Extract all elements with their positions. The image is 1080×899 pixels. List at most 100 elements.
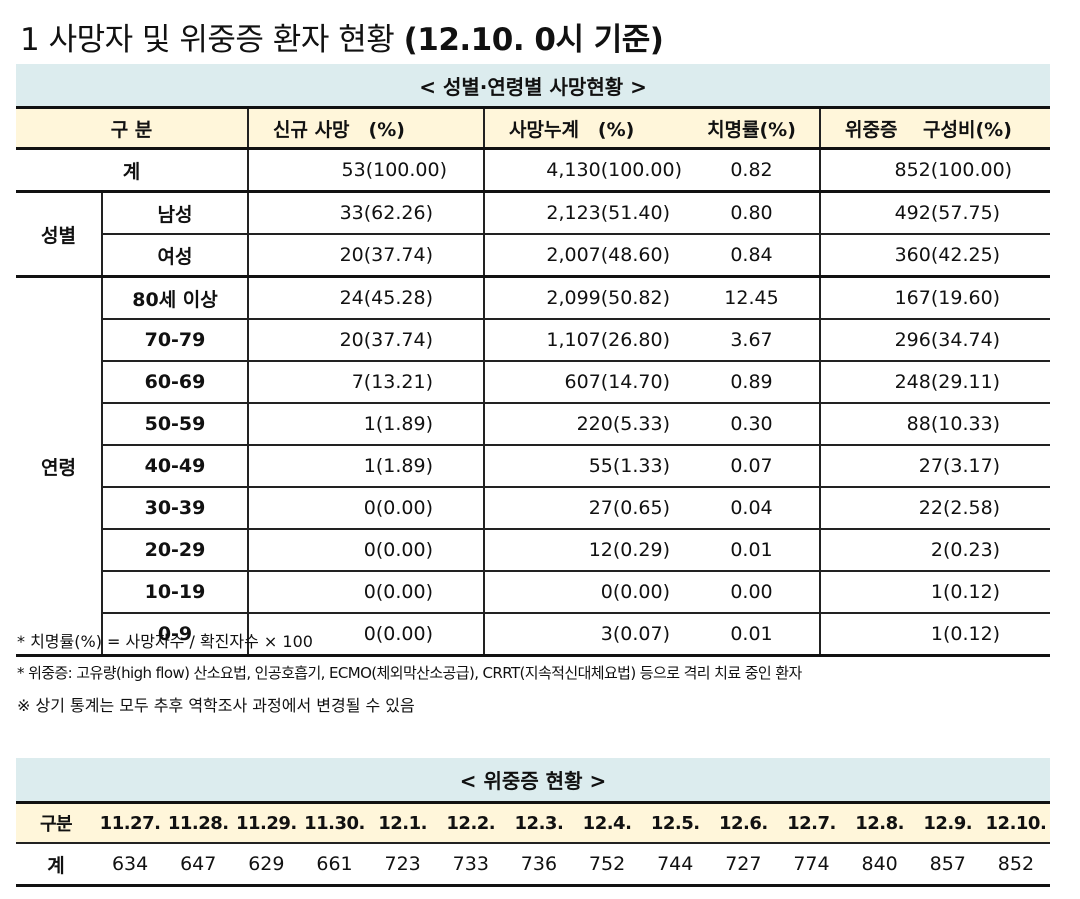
date-header: 12.6.	[709, 802, 778, 844]
row-severe: 27(3.17)	[820, 445, 1051, 488]
date-header: 11.29.	[232, 802, 301, 844]
row-cum: 220(5.33)	[484, 403, 684, 446]
header-severe: 위중증 구성비(%)	[820, 107, 1051, 150]
date-header: 12.5.	[641, 802, 710, 844]
severe-count: 647	[164, 843, 233, 887]
row-label: 10-19	[102, 571, 249, 614]
row-rate: 0.01	[684, 529, 821, 572]
row-severe: 492(57.75)	[820, 191, 1051, 235]
row-new: 0(0.00)	[248, 487, 485, 530]
row-cum: 3(0.07)	[484, 613, 684, 657]
row-new: 20(37.74)	[248, 234, 485, 278]
age-row: 20-29 0(0.00) 12(0.29) 0.01 2(0.23)	[16, 529, 1051, 572]
total-new: 53(100.00)	[248, 148, 485, 193]
severe-count: 629	[232, 843, 301, 887]
footnote-fatality: * 치명률(%) = 사망자수 / 확진자수 × 100	[17, 632, 313, 651]
age-row: 40-49 1(1.89) 55(1.33) 0.07 27(3.17)	[16, 445, 1051, 488]
row-cum: 2,099(50.82)	[484, 276, 684, 320]
row-label: 20-29	[102, 529, 249, 572]
total-label: 계	[16, 148, 249, 193]
row-label: 70-79	[102, 319, 249, 362]
row-label: 40-49	[102, 445, 249, 488]
row-label: 남성	[102, 191, 249, 235]
severe-count: 744	[641, 843, 710, 887]
header-category: 구분	[16, 802, 96, 844]
severe-count: 733	[436, 843, 505, 887]
date-header: 12.9.	[913, 802, 982, 844]
row-rate: 3.67	[684, 319, 821, 362]
row-label: 60-69	[102, 361, 249, 404]
severe-count: 723	[368, 843, 437, 887]
row-new: 33(62.26)	[248, 191, 485, 235]
row-severe: 296(34.74)	[820, 319, 1051, 362]
severe-table-caption: < 위중증 현황 >	[16, 758, 1050, 804]
row-rate: 0.84	[684, 234, 821, 278]
severe-count: 752	[572, 843, 642, 887]
row-new: 0(0.00)	[248, 613, 485, 657]
header-cumulative: 사망누계 (%)	[484, 107, 684, 150]
date-header: 12.1.	[368, 802, 437, 844]
severe-count: 736	[504, 843, 573, 887]
row-severe: 167(19.60)	[820, 276, 1051, 320]
age-row: 10-19 0(0.00) 0(0.00) 0.00 1(0.12)	[16, 571, 1051, 614]
severe-count: 634	[96, 843, 165, 887]
row-rate: 0.00	[684, 571, 821, 614]
row-label: 50-59	[102, 403, 249, 446]
severe-count: 774	[777, 843, 846, 887]
row-cum: 2,007(48.60)	[484, 234, 684, 278]
row-rate: 0.01	[684, 613, 821, 657]
row-severe: 1(0.12)	[820, 613, 1051, 657]
row-cum: 0(0.00)	[484, 571, 684, 614]
age-row: 30-39 0(0.00) 27(0.65) 0.04 22(2.58)	[16, 487, 1051, 530]
total-label: 계	[16, 843, 96, 887]
page-title: 1 사망자 및 위중증 환자 현황 (12.10. 0시 기준)	[20, 14, 664, 59]
severe-count: 661	[300, 843, 369, 887]
total-row: 계 53(100.00) 4,130(100.00) 0.82 852(100.…	[16, 148, 1051, 193]
age-row: 70-79 20(37.74) 1,107(26.80) 3.67 296(34…	[16, 319, 1051, 362]
row-cum: 2,123(51.40)	[484, 191, 684, 235]
row-cum: 55(1.33)	[484, 445, 684, 488]
total-cum: 4,130(100.00)	[484, 148, 684, 193]
footnotes: * 치명률(%) = 사망자수 / 확진자수 × 100 * 위중증: 고유량(…	[17, 634, 802, 730]
age-row: 0-9 0(0.00) 3(0.07) 0.01 1(0.12)	[16, 613, 1051, 657]
severe-count: 840	[845, 843, 914, 887]
row-severe: 248(29.11)	[820, 361, 1051, 404]
sex-row-female: 여성 20(37.74) 2,007(48.60) 0.84 360(42.25…	[16, 234, 1051, 278]
severe-status-table: < 위중증 현황 > 구분 11.27. 11.28. 11.29. 11.30. 12…	[16, 758, 1050, 887]
row-rate: 0.07	[684, 445, 821, 488]
row-severe: 1(0.12)	[820, 571, 1051, 614]
section-number: 1	[20, 22, 40, 58]
death-table-caption-row: < 성별·연령별 사망현황 >	[16, 64, 1051, 109]
total-severe: 852(100.00)	[820, 148, 1051, 193]
footnote-severe-definition: * 위중증: 고유량(high flow) 산소요법, 인공호흡기, ECMO(…	[17, 664, 802, 682]
row-new: 0(0.00)	[248, 529, 485, 572]
title-basis: (12.10. 0시 기준)	[403, 22, 664, 58]
row-new: 0(0.00)	[248, 571, 485, 614]
row-severe: 88(10.33)	[820, 403, 1051, 446]
date-header: 12.8.	[845, 802, 914, 844]
date-header: 12.2.	[436, 802, 505, 844]
age-row: 연령 80세 이상 24(45.28) 2,099(50.82) 12.45 1…	[16, 276, 1051, 657]
severe-table-header-row: 구분 11.27. 11.28. 11.29. 11.30. 12.1. 12.2. 12.…	[16, 802, 1050, 844]
date-header: 11.30.	[300, 802, 369, 844]
severe-count: 857	[913, 843, 982, 887]
date-header: 11.27.	[96, 802, 165, 844]
severe-count: 727	[709, 843, 778, 887]
age-row: 50-59 1(1.89) 220(5.33) 0.30 88(10.33)	[16, 403, 1051, 446]
sex-group-label: 성별	[16, 191, 103, 278]
row-severe: 2(0.23)	[820, 529, 1051, 572]
row-label: 여성	[102, 234, 249, 278]
sex-row-male: 성별 남성 33(62.26) 2,123(51.40) 0.80 492(57…	[16, 191, 1051, 278]
date-header: 12.7.	[777, 802, 846, 844]
title-text: 사망자 및 위중증 환자 현황	[48, 22, 395, 58]
row-rate: 0.89	[684, 361, 821, 404]
header-category: 구 분	[16, 107, 249, 150]
row-cum: 1,107(26.80)	[484, 319, 684, 362]
row-severe: 22(2.58)	[820, 487, 1051, 530]
severe-table-caption-row: < 위중증 현황 >	[16, 758, 1050, 804]
row-cum: 607(14.70)	[484, 361, 684, 404]
death-table-header-row: 구 분 신규 사망 (%) 사망누계 (%) 치명률(%) 위중증 구성비(%)	[16, 107, 1051, 150]
header-new-deaths: 신규 사망 (%)	[248, 107, 485, 150]
date-header: 12.3.	[504, 802, 573, 844]
row-new: 20(37.74)	[248, 319, 485, 362]
